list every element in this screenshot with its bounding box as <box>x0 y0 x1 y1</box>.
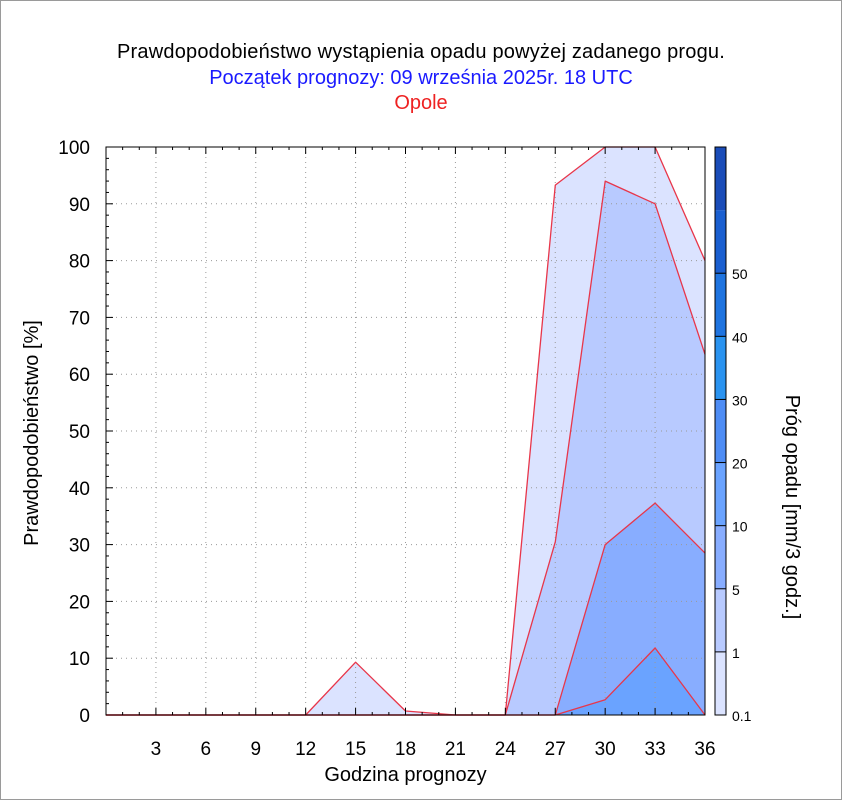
x-tick-label-24: 24 <box>495 739 517 760</box>
x-tick-label-21: 21 <box>445 739 466 760</box>
y-axis-label: Prawdopodobieństwo [%] <box>21 320 43 546</box>
colorbar: 0.1 1 5 10 20 30 40 50 <box>714 146 752 724</box>
colorbar-segment-1 <box>715 588 726 652</box>
x-tick-label-30: 30 <box>595 739 616 760</box>
x-tick-label-36: 36 <box>694 739 715 760</box>
x-tick-label-15: 15 <box>345 739 366 760</box>
forecast-start-subtitle: Początek prognozy: 09 września 2025r. 18… <box>209 67 633 89</box>
colorbar-tick-label-0.1: 0.1 <box>732 708 752 724</box>
y-tick-label-90: 90 <box>69 195 90 216</box>
colorbar-tick-label-20: 20 <box>732 456 748 472</box>
colorbar-segment-4 <box>715 399 726 463</box>
y-tick-label-60: 60 <box>69 365 90 386</box>
area-threshold-1 <box>106 181 705 716</box>
colorbar-segment-6 <box>715 273 726 337</box>
y-tick-label-10: 10 <box>69 649 90 670</box>
colorbar-tick-label-50: 50 <box>732 266 748 282</box>
colorbar-segment-5 <box>715 336 726 400</box>
colorbar-label: Próg opadu [mm/3 godz.] <box>781 395 803 620</box>
x-tick-label-33: 33 <box>645 739 666 760</box>
colorbar-segment-8 <box>715 147 726 211</box>
colorbar-tick-label-5: 5 <box>732 582 740 598</box>
y-tick-label-100: 100 <box>58 138 90 159</box>
axis-ticks: 3 6 9 12 15 18 21 24 27 30 33 360102030405060708090… <box>58 138 715 760</box>
x-tick-label-18: 18 <box>395 739 416 760</box>
y-tick-label-0: 0 <box>79 706 90 727</box>
colorbar-segment-3 <box>715 462 726 526</box>
x-tick-label-9: 9 <box>250 739 261 760</box>
area-threshold-10 <box>106 648 705 715</box>
location-label: Opole <box>394 92 448 114</box>
x-tick-label-12: 12 <box>295 739 316 760</box>
y-tick-label-20: 20 <box>69 592 90 613</box>
x-axis-label: Godzina prognozy <box>324 764 486 786</box>
y-tick-label-40: 40 <box>69 479 90 500</box>
colorbar-tick-label-30: 30 <box>732 392 748 408</box>
y-tick-label-50: 50 <box>69 422 90 443</box>
colorbar-tick-label-10: 10 <box>732 519 748 535</box>
colorbar-segment-0 <box>715 651 726 715</box>
colorbar-segment-2 <box>715 525 726 589</box>
x-tick-label-3: 3 <box>151 739 162 760</box>
colorbar-segment-7 <box>715 210 726 274</box>
chart-title: Prawdopodobieństwo wystąpienia opadu pow… <box>117 41 725 63</box>
y-tick-label-80: 80 <box>69 252 90 273</box>
x-tick-label-6: 6 <box>201 739 212 760</box>
y-tick-label-30: 30 <box>69 536 90 557</box>
colorbar-tick-label-40: 40 <box>732 329 748 345</box>
x-tick-label-27: 27 <box>545 739 566 760</box>
colorbar-tick-label-1: 1 <box>732 645 740 661</box>
y-tick-label-70: 70 <box>69 308 90 329</box>
